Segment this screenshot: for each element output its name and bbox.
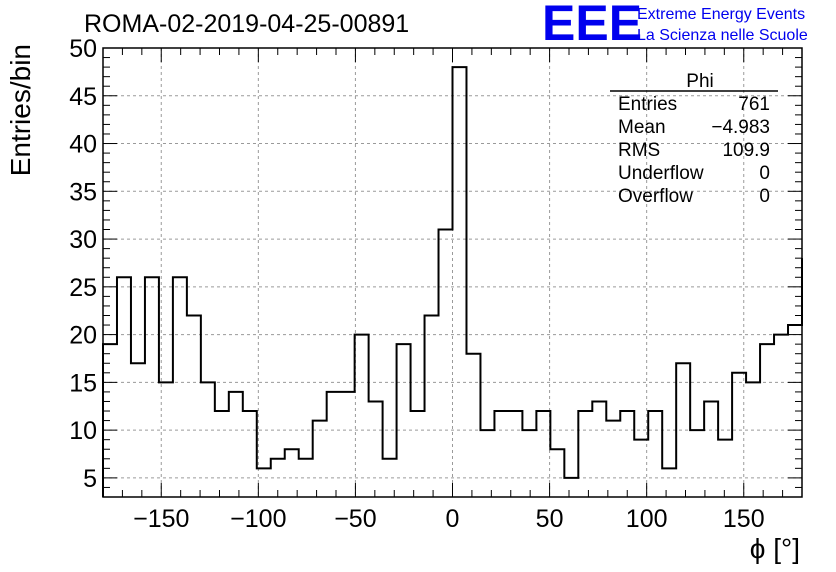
- logo-mark: EEE: [542, 0, 642, 51]
- y-tick-label: 15: [69, 369, 97, 397]
- x-tick-label: −100: [230, 505, 286, 533]
- x-tick-label: −50: [334, 505, 376, 533]
- stats-label: Mean: [618, 117, 666, 138]
- y-tick-label: 40: [69, 131, 97, 159]
- stats-label: Overflow: [618, 186, 693, 207]
- x-tick-label: 100: [626, 505, 668, 533]
- logo-line-2: La Scienza nelle Scuole: [637, 27, 808, 44]
- stats-value: −4.983: [711, 117, 770, 138]
- y-tick-label: 30: [69, 226, 97, 254]
- y-tick-label: 5: [83, 465, 97, 493]
- axis-ticks: [102, 47, 803, 498]
- x-tick-label: −150: [133, 505, 189, 533]
- chart-title: ROMA-02-2019-04-25-00891: [84, 10, 409, 38]
- stats-value: 761: [738, 94, 770, 115]
- y-tick-label: 20: [69, 322, 97, 350]
- stats-label: RMS: [618, 140, 660, 161]
- histogram-bars: [102, 66, 803, 497]
- x-tick-labels: −150 −100 −50 0 50 100 150: [133, 505, 765, 533]
- stats-box: Phi Entries 761 Mean −4.983 RMS 109.9 Underflo…: [610, 71, 778, 207]
- stats-value: 0: [759, 186, 770, 207]
- stats-value: 109.9: [722, 140, 770, 161]
- y-tick-label: 10: [69, 417, 97, 445]
- y-tick-label: 45: [69, 83, 97, 111]
- stats-rows: Entries 761 Mean −4.983 RMS 109.9 Underflow 0 Ov…: [618, 94, 770, 207]
- stats-value: 0: [759, 163, 770, 184]
- logo: EEE Extreme Energy Events La Scienza nel…: [542, 0, 808, 51]
- x-tick-label: 0: [446, 505, 460, 533]
- stats-label: Underflow: [618, 163, 704, 184]
- y-axis-title: Entries/bin: [5, 44, 36, 176]
- y-tick-label: 35: [69, 178, 97, 206]
- stats-box-name: Phi: [686, 71, 713, 92]
- logo-line-1: Extreme Energy Events: [637, 6, 805, 23]
- y-tick-labels: 5 10 15 20 25 30 35 40 45 50: [69, 35, 97, 493]
- y-tick-label: 50: [69, 35, 97, 63]
- histogram-outline: [102, 66, 803, 497]
- x-tick-label: 50: [536, 505, 564, 533]
- x-tick-label: 150: [723, 505, 765, 533]
- stats-label: Entries: [618, 94, 677, 115]
- y-tick-label: 25: [69, 274, 97, 302]
- x-axis-title: ϕ [°]: [750, 533, 800, 564]
